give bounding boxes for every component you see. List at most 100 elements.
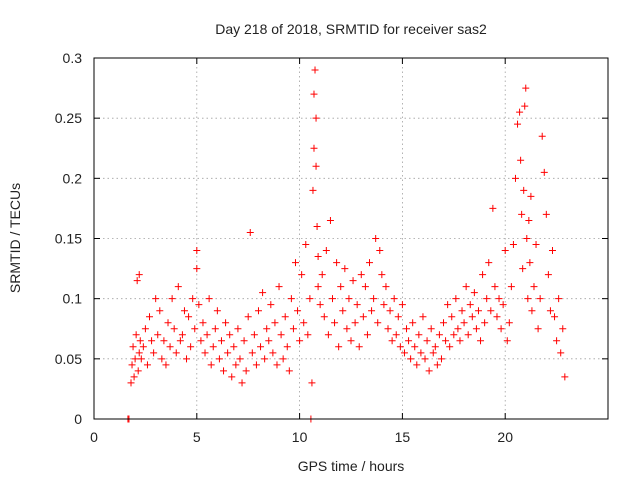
data-point [309, 186, 317, 194]
data-point [312, 114, 320, 122]
data-point [302, 241, 310, 249]
data-point [193, 265, 201, 273]
data-point [497, 325, 505, 333]
data-point [174, 283, 182, 291]
data-point [505, 319, 513, 327]
data-point [557, 349, 565, 357]
data-point [267, 301, 275, 309]
data-point [154, 331, 162, 339]
data-point [483, 295, 491, 303]
data-point [146, 313, 154, 321]
data-point [222, 319, 230, 327]
data-point [431, 343, 439, 351]
data-point [370, 295, 378, 303]
y-axis-label: SRMTID / TECUs [7, 183, 23, 293]
data-point [242, 367, 250, 375]
data-point [485, 259, 493, 267]
data-point [207, 361, 215, 369]
data-point [197, 337, 205, 345]
data-point [495, 295, 503, 303]
data-point [296, 337, 304, 345]
data-point [311, 66, 319, 74]
data-point [135, 349, 143, 357]
data-point [244, 313, 252, 321]
data-point [462, 283, 470, 291]
data-point [185, 313, 193, 321]
data-point [396, 343, 404, 351]
data-point [131, 355, 139, 363]
data-point [477, 337, 485, 345]
data-point [285, 367, 293, 375]
data-point [507, 283, 515, 291]
data-point [374, 319, 382, 327]
data-point [460, 319, 468, 327]
data-point [259, 289, 267, 297]
data-point [534, 325, 542, 333]
data-point [536, 295, 544, 303]
data-point [224, 349, 232, 357]
data-point [437, 355, 445, 363]
data-point [368, 307, 376, 315]
data-point [287, 295, 295, 303]
data-point [271, 319, 279, 327]
data-point [456, 337, 464, 345]
data-point [333, 259, 341, 267]
data-point [337, 283, 345, 291]
data-point [392, 331, 400, 339]
chart-title: Day 218 of 2018, SRMTID for receiver sas… [215, 21, 487, 37]
data-point [250, 331, 258, 339]
data-point [199, 319, 207, 327]
data-point [499, 301, 507, 309]
grid-lines [94, 58, 608, 419]
data-point [394, 313, 402, 321]
data-point [158, 355, 166, 363]
data-point [135, 271, 143, 279]
data-point [474, 307, 482, 315]
data-point [345, 295, 353, 303]
data-point [528, 307, 536, 315]
data-point [470, 289, 478, 297]
data-point [405, 337, 413, 345]
data-point [164, 319, 172, 327]
data-point [366, 259, 374, 267]
data-point [555, 295, 563, 303]
data-point [314, 253, 322, 261]
x-axis-label: GPS time / hours [298, 458, 405, 474]
data-point [312, 162, 320, 170]
data-point [191, 325, 199, 333]
data-point [298, 271, 306, 279]
data-point [139, 343, 147, 351]
data-point [386, 307, 394, 315]
data-point [318, 271, 326, 279]
data-point [517, 156, 525, 164]
x-tick-label: 5 [193, 429, 201, 445]
data-point [324, 331, 332, 339]
data-point [220, 367, 228, 375]
data-point [201, 349, 209, 357]
data-point [518, 210, 526, 218]
data-point [132, 331, 140, 339]
data-point [522, 84, 530, 92]
y-tick-label: 0.05 [55, 351, 82, 367]
data-point [415, 331, 423, 339]
x-tick-label: 15 [395, 429, 411, 445]
data-point [514, 120, 522, 128]
data-point [407, 355, 415, 363]
data-point [542, 210, 550, 218]
data-point [561, 373, 569, 381]
data-point [433, 361, 441, 369]
data-point [501, 247, 509, 255]
x-tick-label: 10 [292, 429, 308, 445]
data-point [176, 337, 184, 345]
data-point [511, 174, 519, 182]
data-point [347, 337, 355, 345]
data-point [372, 235, 380, 242]
data-point [421, 355, 429, 363]
data-point [538, 132, 546, 140]
y-tick-label: 0.15 [55, 231, 82, 247]
data-point [328, 295, 336, 303]
data-point [187, 343, 195, 351]
data-point [527, 192, 535, 200]
data-point [130, 373, 138, 381]
